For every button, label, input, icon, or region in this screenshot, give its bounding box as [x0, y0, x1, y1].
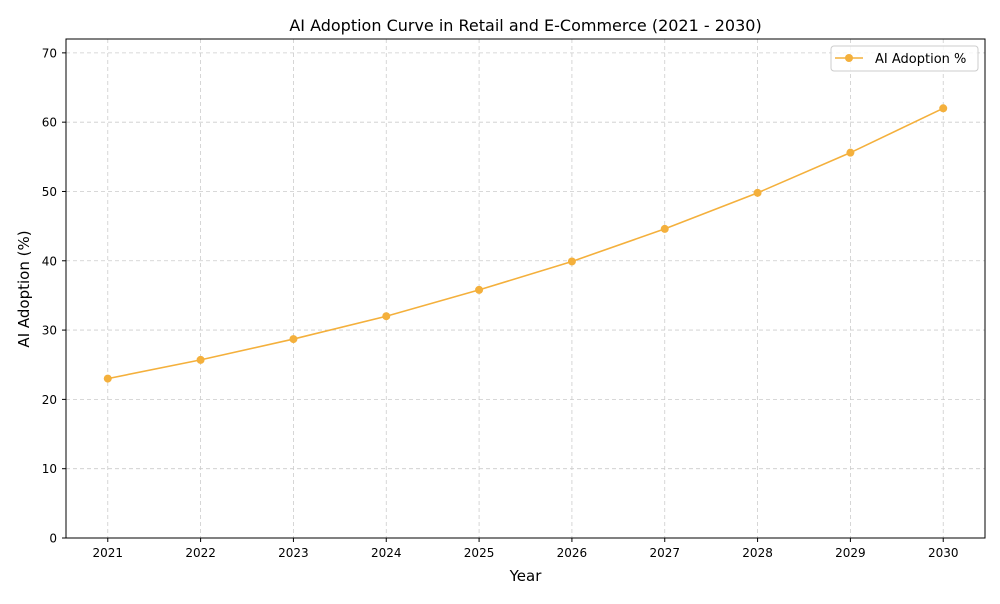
x-tick-label: 2022	[185, 546, 216, 560]
y-axis-label: AI Adoption (%)	[15, 230, 33, 347]
data-point	[196, 355, 205, 364]
data-point	[660, 224, 669, 233]
x-tick-label: 2028	[742, 546, 773, 560]
y-tick-label: 0	[49, 532, 57, 546]
x-tick-label: 2027	[649, 546, 680, 560]
legend-frame	[830, 45, 979, 72]
x-tick-label: 2030	[928, 546, 959, 560]
y-tick-label: 30	[42, 324, 57, 338]
data-point	[846, 148, 855, 157]
series-line	[107, 107, 944, 380]
data-point	[103, 374, 112, 383]
legend-label: AI Adoption %	[875, 52, 966, 67]
legend: AI Adoption %	[830, 45, 979, 72]
x-tick-label: 2026	[557, 546, 588, 560]
x-tick-label: 2029	[835, 546, 866, 560]
y-tick-label: 50	[42, 185, 57, 199]
x-tick-label: 2024	[371, 546, 402, 560]
x-axis: 2021 2022 2023 2024 2025 2026 2027 2028 2029 2030	[92, 538, 959, 560]
plot-area-frame	[65, 38, 986, 539]
chart-title: AI Adoption Curve in Retail and E-Commer…	[289, 16, 761, 35]
data-point	[475, 285, 484, 294]
y-axis: 0 10 20 30 40 50 60 70	[42, 46, 66, 546]
data-point	[939, 104, 948, 113]
x-tick-label: 2023	[278, 546, 309, 560]
x-axis-label: Year	[509, 567, 543, 585]
data-point	[753, 188, 762, 197]
y-tick-label: 10	[42, 462, 57, 476]
x-tick-label: 2025	[464, 546, 495, 560]
grid	[66, 39, 985, 539]
y-tick-label: 20	[42, 393, 57, 407]
x-tick-label: 2021	[92, 546, 123, 560]
data-point	[382, 312, 391, 321]
data-point	[567, 257, 576, 266]
legend-marker	[845, 54, 853, 62]
y-tick-label: 60	[42, 116, 57, 130]
data-point	[289, 335, 298, 344]
y-tick-label: 70	[42, 46, 57, 60]
y-tick-label: 40	[42, 254, 57, 268]
series-group	[103, 104, 948, 383]
